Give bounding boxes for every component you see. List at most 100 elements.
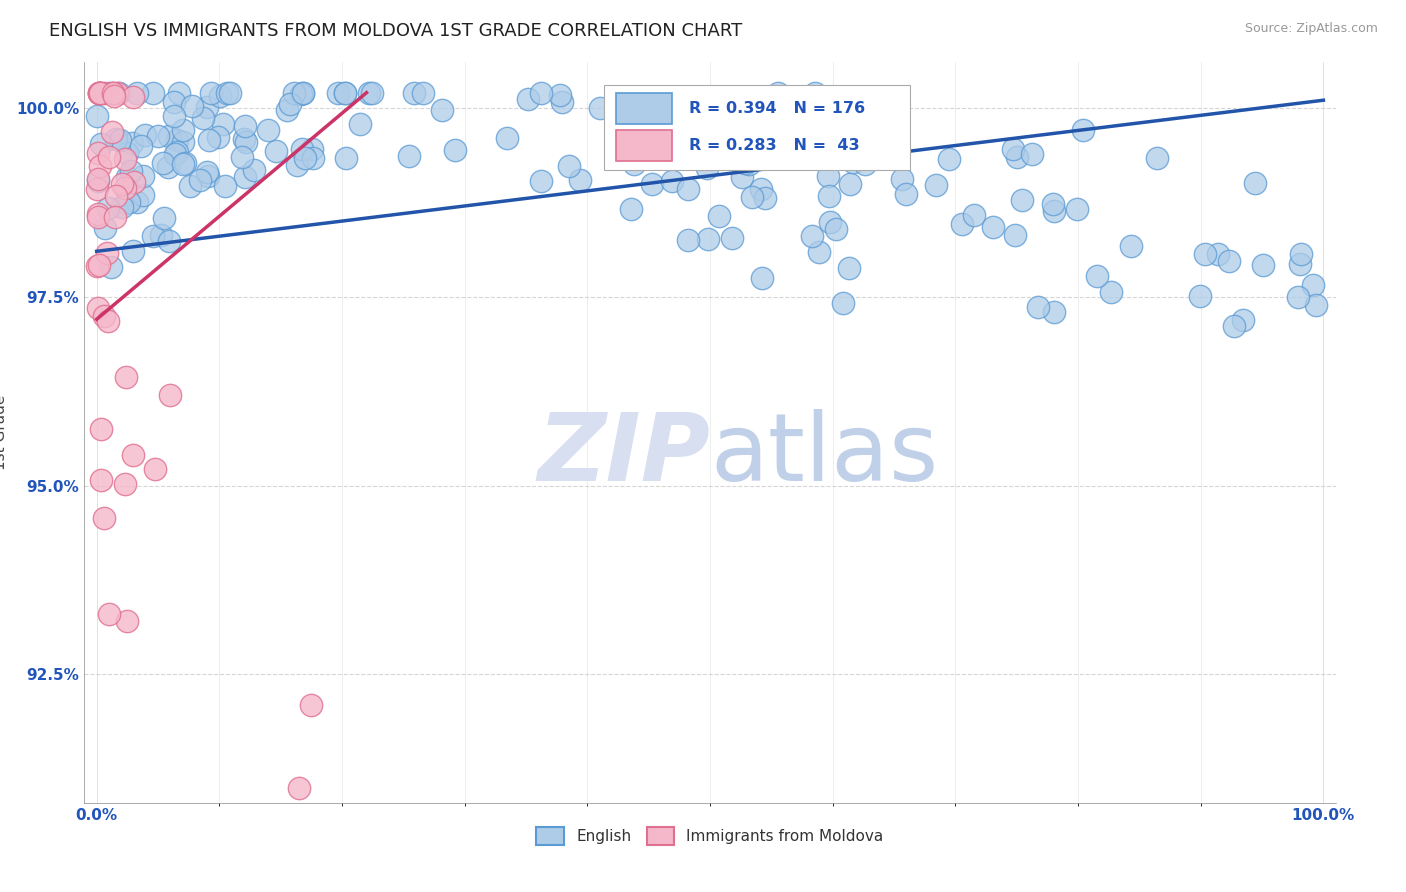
- Point: [1026, 300, 1049, 314]
- Point: [264, 145, 287, 159]
- Point: [89, 86, 111, 100]
- Point: [114, 181, 136, 195]
- Point: [623, 156, 645, 170]
- Point: [709, 209, 731, 223]
- Point: [174, 156, 197, 170]
- Point: [817, 189, 839, 203]
- Point: [98, 86, 121, 100]
- Point: [335, 86, 357, 100]
- Point: [90, 473, 112, 487]
- Point: [1289, 247, 1312, 261]
- Point: [804, 86, 827, 100]
- Point: [152, 211, 174, 225]
- Point: [94, 220, 117, 235]
- Point: [118, 194, 141, 209]
- Point: [124, 175, 146, 189]
- Point: [235, 119, 257, 133]
- Point: [290, 87, 312, 102]
- Point: [105, 131, 128, 145]
- Point: [179, 178, 201, 193]
- Point: [93, 86, 115, 100]
- Point: [87, 207, 110, 221]
- Point: [256, 123, 278, 137]
- Point: [402, 86, 425, 100]
- Point: [1011, 193, 1033, 207]
- Point: [122, 448, 145, 462]
- Point: [283, 86, 305, 100]
- Y-axis label: 1st Grade: 1st Grade: [0, 395, 8, 470]
- Point: [817, 169, 839, 184]
- Point: [111, 177, 134, 191]
- Point: [131, 139, 153, 153]
- Point: [1066, 202, 1088, 217]
- Point: [243, 162, 266, 177]
- Point: [188, 173, 211, 187]
- Point: [707, 133, 730, 147]
- Point: [568, 172, 591, 186]
- Point: [963, 208, 986, 222]
- Point: [101, 124, 124, 138]
- Point: [97, 607, 120, 621]
- Point: [754, 191, 776, 205]
- Point: [359, 86, 381, 100]
- Point: [121, 136, 143, 151]
- Point: [122, 244, 145, 258]
- Point: [412, 86, 434, 100]
- Point: [104, 189, 127, 203]
- Point: [87, 146, 110, 161]
- Point: [97, 201, 120, 215]
- Point: [326, 86, 349, 100]
- Point: [90, 422, 112, 436]
- Point: [1302, 277, 1324, 292]
- Point: [301, 142, 323, 156]
- Point: [180, 98, 202, 112]
- Point: [891, 172, 914, 186]
- Point: [745, 144, 768, 158]
- Point: [1042, 197, 1064, 211]
- Point: [398, 148, 420, 162]
- Point: [87, 301, 110, 315]
- Point: [842, 155, 865, 169]
- Text: ZIP: ZIP: [537, 409, 710, 500]
- Point: [233, 132, 256, 146]
- Point: [530, 86, 553, 100]
- Text: atlas: atlas: [710, 409, 938, 500]
- Point: [114, 153, 136, 167]
- Point: [159, 388, 181, 402]
- Point: [808, 245, 831, 260]
- Point: [142, 229, 165, 244]
- Point: [134, 128, 156, 143]
- Point: [299, 698, 322, 712]
- Point: [197, 169, 219, 184]
- Point: [838, 261, 860, 276]
- Point: [1305, 298, 1327, 312]
- Point: [640, 177, 662, 191]
- Point: [720, 231, 742, 245]
- Point: [1021, 147, 1043, 161]
- Point: [737, 144, 759, 158]
- Point: [207, 129, 229, 144]
- Point: [749, 182, 772, 196]
- Point: [87, 172, 110, 186]
- Point: [89, 86, 111, 100]
- Point: [807, 120, 830, 134]
- Point: [107, 86, 129, 100]
- Point: [110, 133, 132, 147]
- Point: [661, 174, 683, 188]
- Point: [517, 92, 540, 106]
- Point: [287, 159, 309, 173]
- FancyBboxPatch shape: [616, 93, 672, 124]
- Point: [782, 103, 804, 118]
- Point: [288, 780, 311, 795]
- Point: [1286, 290, 1309, 304]
- Point: [104, 210, 127, 224]
- Point: [1223, 318, 1246, 333]
- Text: R = 0.283   N =  43: R = 0.283 N = 43: [689, 138, 859, 153]
- Point: [1042, 305, 1064, 319]
- Point: [143, 462, 166, 476]
- Point: [734, 156, 756, 170]
- Point: [754, 144, 776, 158]
- Point: [122, 89, 145, 103]
- Point: [117, 615, 139, 629]
- Point: [90, 136, 112, 151]
